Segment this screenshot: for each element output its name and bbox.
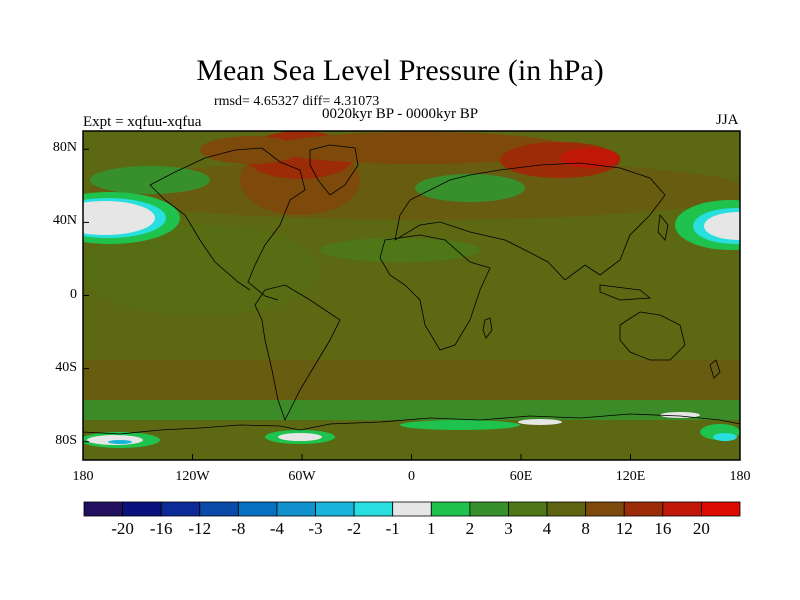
coast-north-america-west (149, 184, 251, 291)
colorbar-label: 12 (615, 519, 633, 538)
x-tick-label: 180 (729, 469, 751, 484)
colorbar-swatch (662, 501, 702, 517)
anomaly-ross-blue (108, 440, 132, 444)
colorbar-swatch (237, 501, 278, 517)
x-tick-label: 0 (408, 469, 415, 484)
coast-australia (619, 311, 686, 361)
colorbar-swatch (585, 501, 625, 517)
x-ticks (82, 454, 741, 460)
coast-north-america (149, 147, 306, 301)
x-tick-label: 60E (509, 469, 533, 484)
colorbar-label: 3 (504, 519, 513, 538)
colorbar-label: -12 (188, 519, 212, 538)
colorbar-label: -1 (385, 519, 400, 538)
coast-antarctica (83, 413, 740, 435)
anomaly-sahara (320, 238, 480, 262)
anomaly-weddell-white (278, 433, 322, 441)
colorbar-swatch (508, 501, 548, 517)
colorbar-swatch (315, 501, 355, 517)
colorbar-label: -16 (149, 519, 173, 538)
colorbar-label: -8 (231, 519, 246, 538)
colorbar (83, 501, 741, 517)
x-tick-label: 120W (175, 469, 210, 484)
anomaly-npacific-west-white (83, 201, 155, 235)
colorbar-label: 4 (542, 519, 552, 538)
anomaly-npacific-east-white (704, 212, 740, 240)
colorbar-swatch (430, 501, 471, 517)
colorbar-swatch (199, 501, 239, 517)
map-field (83, 131, 740, 460)
colorbar-label: 16 (654, 519, 672, 538)
anomaly-southern-band (83, 360, 740, 400)
colorbar-swatch (160, 501, 201, 517)
colorbar-label: -20 (111, 519, 134, 538)
colorbar-label: 2 (465, 519, 475, 538)
coast-indonesia (599, 284, 652, 301)
coast-new-zealand (709, 359, 721, 379)
colorbar-label: 1 (427, 519, 436, 538)
anomaly-canada-arctic (200, 136, 300, 164)
y-tick-label: 80S (55, 432, 77, 448)
season-label: JJA (716, 112, 739, 128)
x-tick-label: 180 (72, 469, 94, 484)
colorbar-label: -2 (347, 519, 362, 538)
coast-greenland (309, 144, 359, 196)
colorbar-swatch (469, 501, 509, 517)
coast-japan (657, 214, 669, 241)
coast-africa (379, 234, 491, 351)
y-tick-label: 0 (70, 286, 77, 302)
coast-south-america (254, 284, 341, 422)
colorbar-label: 8 (581, 519, 590, 538)
coast-eurasia (394, 162, 666, 281)
colorbar-label: -4 (269, 519, 285, 538)
colorbar-swatch (276, 501, 316, 517)
y-tick-label: 40S (55, 359, 77, 375)
colorbar-swatch (546, 501, 587, 517)
colorbar-swatch (392, 501, 432, 517)
colorbar-swatch (623, 501, 664, 517)
y-tick-label: 40N (52, 213, 77, 229)
anomaly-eantarctic-white-2 (660, 412, 700, 418)
colorbar-swatch (83, 501, 123, 517)
colorbar-swatch (701, 501, 741, 517)
anomaly-alaska-green (90, 166, 210, 194)
anomaly-eantarctic-white (518, 419, 562, 425)
colorbar-swatch (122, 501, 162, 517)
period-label: 0020kyr BP - 0000kyr BP (322, 106, 479, 122)
anomaly-arctic (270, 132, 570, 164)
anomaly-eantarctic-green (400, 420, 520, 430)
colorbar-swatch (353, 501, 394, 517)
coastlines (83, 144, 740, 435)
anomaly-eantarctic-cyan (713, 433, 737, 441)
stats-label: rmsd= 4.65327 diff= 4.31073 (214, 94, 380, 109)
experiment-label: Expt = xqfuu-xqfua (83, 114, 202, 130)
plot-title: Mean Sea Level Pressure (in hPa) (196, 54, 604, 87)
coast-madagascar (482, 317, 493, 339)
x-tick-label: 120E (615, 469, 646, 484)
colorbar-label: -3 (308, 519, 323, 538)
y-tick-label: 80N (52, 140, 77, 156)
anomaly-antarctic-green (83, 400, 740, 420)
anomaly-europe-green (415, 174, 525, 202)
anomaly-siberia-core (560, 148, 620, 168)
y-ticks (83, 148, 89, 443)
colorbar-label: 20 (692, 519, 710, 538)
x-tick-label: 60W (288, 469, 316, 484)
